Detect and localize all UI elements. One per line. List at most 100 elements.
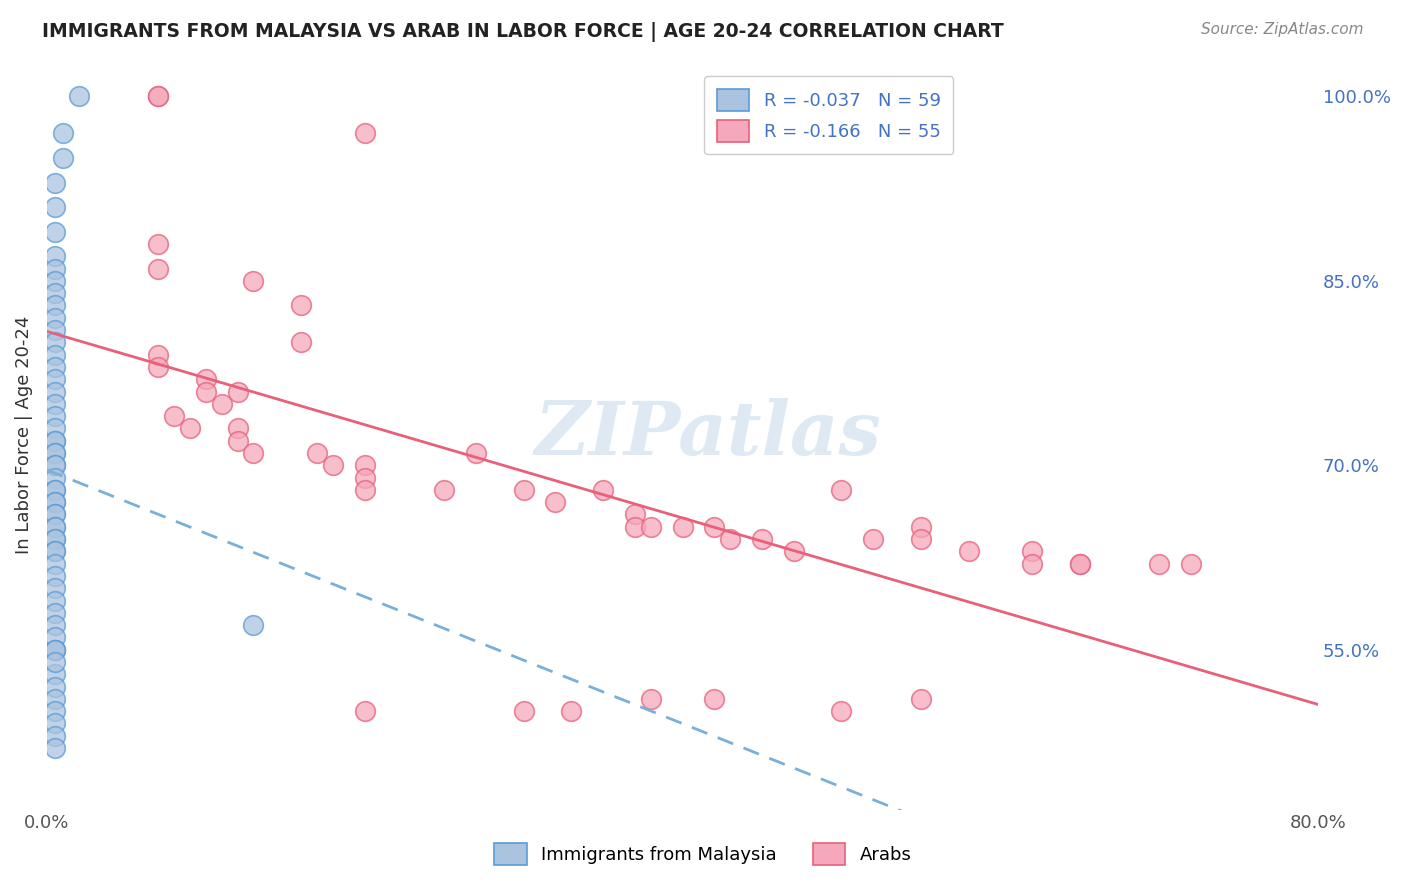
Point — [44, 557, 66, 571]
Point — [146, 348, 169, 362]
Point — [353, 704, 375, 718]
Point — [146, 89, 169, 103]
Point — [44, 434, 66, 448]
Point — [910, 692, 932, 706]
Point — [44, 532, 66, 546]
Point — [44, 483, 66, 497]
Point — [194, 372, 217, 386]
Point — [44, 704, 66, 718]
Point — [44, 446, 66, 460]
Point — [44, 409, 66, 424]
Point — [512, 704, 534, 718]
Legend: R = -0.037   N = 59, R = -0.166   N = 55: R = -0.037 N = 59, R = -0.166 N = 55 — [704, 76, 953, 154]
Point — [640, 692, 662, 706]
Point — [353, 458, 375, 473]
Point — [957, 544, 980, 558]
Point — [433, 483, 456, 497]
Point — [592, 483, 614, 497]
Point — [44, 458, 66, 473]
Point — [44, 483, 66, 497]
Point — [544, 495, 567, 509]
Point — [44, 520, 66, 534]
Text: IMMIGRANTS FROM MALAYSIA VS ARAB IN LABOR FORCE | AGE 20-24 CORRELATION CHART: IMMIGRANTS FROM MALAYSIA VS ARAB IN LABO… — [42, 22, 1004, 42]
Point — [44, 310, 66, 325]
Point — [52, 127, 75, 141]
Point — [44, 176, 66, 190]
Point — [44, 323, 66, 337]
Point — [44, 286, 66, 301]
Point — [290, 335, 312, 350]
Point — [44, 642, 66, 657]
Text: ZIPatlas: ZIPatlas — [534, 399, 882, 471]
Point — [44, 274, 66, 288]
Point — [44, 532, 66, 546]
Point — [1147, 557, 1170, 571]
Point — [703, 692, 725, 706]
Point — [44, 384, 66, 399]
Point — [830, 704, 852, 718]
Point — [830, 483, 852, 497]
Point — [44, 359, 66, 374]
Point — [242, 618, 264, 632]
Point — [353, 483, 375, 497]
Point — [67, 89, 90, 103]
Point — [290, 298, 312, 312]
Point — [322, 458, 344, 473]
Point — [242, 274, 264, 288]
Point — [44, 335, 66, 350]
Point — [1069, 557, 1091, 571]
Point — [1180, 557, 1202, 571]
Point — [305, 446, 328, 460]
Point — [44, 348, 66, 362]
Point — [44, 495, 66, 509]
Legend: Immigrants from Malaysia, Arabs: Immigrants from Malaysia, Arabs — [485, 834, 921, 874]
Point — [1021, 557, 1043, 571]
Point — [44, 249, 66, 263]
Y-axis label: In Labor Force | Age 20-24: In Labor Force | Age 20-24 — [15, 316, 32, 554]
Point — [44, 680, 66, 694]
Point — [52, 151, 75, 165]
Point — [44, 446, 66, 460]
Point — [640, 520, 662, 534]
Point — [44, 225, 66, 239]
Point — [179, 421, 201, 435]
Text: Source: ZipAtlas.com: Source: ZipAtlas.com — [1201, 22, 1364, 37]
Point — [44, 421, 66, 435]
Point — [44, 544, 66, 558]
Point — [44, 544, 66, 558]
Point — [44, 397, 66, 411]
Point — [751, 532, 773, 546]
Point — [44, 261, 66, 276]
Point — [211, 397, 233, 411]
Point — [44, 741, 66, 756]
Point — [146, 359, 169, 374]
Point — [44, 618, 66, 632]
Point — [44, 298, 66, 312]
Point — [146, 237, 169, 252]
Point — [44, 569, 66, 583]
Point — [146, 89, 169, 103]
Point — [44, 606, 66, 620]
Point — [44, 470, 66, 484]
Point — [910, 532, 932, 546]
Point — [44, 729, 66, 743]
Point — [242, 446, 264, 460]
Point — [44, 508, 66, 522]
Point — [465, 446, 488, 460]
Point — [44, 642, 66, 657]
Point — [44, 667, 66, 681]
Point — [44, 692, 66, 706]
Point — [862, 532, 884, 546]
Point — [718, 532, 741, 546]
Point — [512, 483, 534, 497]
Point — [194, 384, 217, 399]
Point — [44, 593, 66, 607]
Point — [226, 421, 249, 435]
Point — [44, 520, 66, 534]
Point — [44, 508, 66, 522]
Point — [783, 544, 806, 558]
Point — [44, 495, 66, 509]
Point — [560, 704, 582, 718]
Point — [44, 581, 66, 595]
Point — [624, 508, 647, 522]
